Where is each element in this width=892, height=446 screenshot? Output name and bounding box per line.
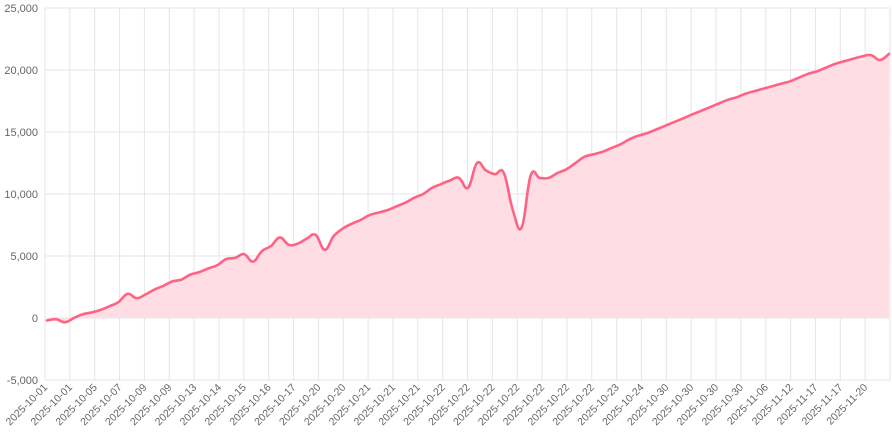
y-tick-label: 0 bbox=[32, 313, 38, 325]
y-tick-label: 10,000 bbox=[4, 189, 38, 201]
x-axis-tick-labels: 2025-10-012025-10-012025-10-052025-10-07… bbox=[4, 382, 871, 429]
y-axis-tick-labels: -5,000 0 5,000 10,000 15,000 20,000 25,000 bbox=[4, 3, 38, 387]
y-tick-label: -5,000 bbox=[7, 375, 38, 387]
series-line bbox=[45, 52, 891, 324]
series-line-path bbox=[45, 52, 891, 324]
y-tick-label: 25,000 bbox=[4, 3, 38, 15]
y-tick-label: 5,000 bbox=[10, 251, 38, 263]
y-tick-label: 15,000 bbox=[4, 127, 38, 139]
y-tick-label: 20,000 bbox=[4, 65, 38, 77]
